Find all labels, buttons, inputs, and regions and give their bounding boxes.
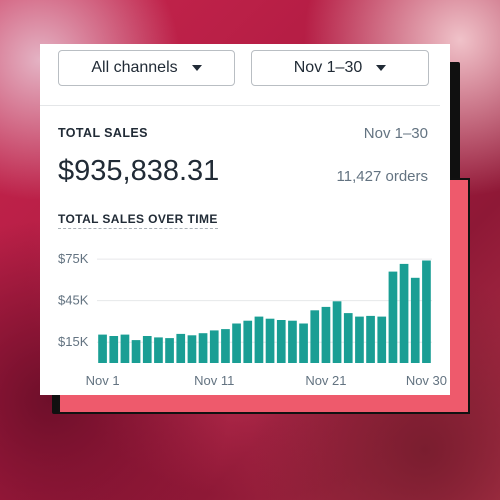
sales-bar[interactable] <box>332 301 342 363</box>
sales-bar[interactable] <box>343 313 353 363</box>
sales-bar[interactable] <box>366 315 375 363</box>
sales-bar[interactable] <box>176 333 186 363</box>
sales-bar[interactable] <box>410 277 420 363</box>
sales-bar[interactable] <box>221 329 230 363</box>
channel-select-label: All channels <box>91 59 178 76</box>
sales-bar[interactable] <box>243 320 253 363</box>
y-tick-label: $15K <box>58 334 89 349</box>
sales-bar[interactable] <box>388 271 398 363</box>
sales-bar[interactable] <box>209 330 219 363</box>
x-tick-label: Nov 21 <box>305 373 346 388</box>
chart-title[interactable]: TOTAL SALES OVER TIME <box>58 212 218 229</box>
sales-bar[interactable] <box>154 337 163 363</box>
y-tick-label: $75K <box>58 251 89 266</box>
sales-bar[interactable] <box>98 334 107 363</box>
chevron-down-icon <box>376 65 387 71</box>
sales-bar[interactable] <box>299 323 308 364</box>
sales-bar[interactable] <box>165 338 174 363</box>
sales-bar[interactable] <box>288 320 297 363</box>
sales-bar[interactable] <box>142 336 152 363</box>
filter-bar: All channels Nov 1–30 <box>58 50 440 90</box>
sales-bar[interactable] <box>310 310 320 363</box>
x-tick-label: Nov 11 <box>194 373 234 388</box>
divider <box>40 105 440 106</box>
sales-bar[interactable] <box>355 316 364 363</box>
orders-count: 11,427 orders <box>336 168 428 185</box>
period-label: Nov 1–30 <box>363 125 428 142</box>
sales-bar[interactable] <box>131 340 141 363</box>
total-sales-label: TOTAL SALES <box>58 126 148 140</box>
sales-bar[interactable] <box>254 316 264 363</box>
sales-bar[interactable] <box>422 260 431 364</box>
sales-bar[interactable] <box>399 263 409 363</box>
sales-bar[interactable] <box>321 306 331 363</box>
y-tick-label: $45K <box>58 293 89 308</box>
x-tick-label: Nov 30 <box>406 373 447 388</box>
sales-bar[interactable] <box>187 335 197 363</box>
sales-bar[interactable] <box>265 318 275 363</box>
sales-bar[interactable] <box>109 336 119 363</box>
x-tick-label: Nov 1 <box>86 373 120 388</box>
date-range-select[interactable]: Nov 1–30 <box>251 50 429 86</box>
sales-bar[interactable] <box>232 323 241 364</box>
total-sales-amount: $935,838.31 <box>58 155 220 187</box>
sales-bar[interactable] <box>276 320 286 363</box>
sales-bar[interactable] <box>120 334 130 363</box>
sales-bar[interactable] <box>377 316 387 363</box>
channel-select[interactable]: All channels <box>58 50 235 86</box>
date-range-label: Nov 1–30 <box>293 59 363 76</box>
sales-card: All channels Nov 1–30 TOTAL SALES Nov 1–… <box>40 44 450 395</box>
chevron-down-icon <box>191 65 202 71</box>
sales-bar-chart: $75K $45K $15K Nov 1 Nov 11 Nov 21 Nov 30 <box>58 251 447 388</box>
sales-bar[interactable] <box>198 333 208 363</box>
